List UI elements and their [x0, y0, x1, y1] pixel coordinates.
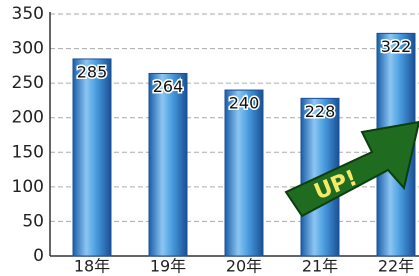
y-tick-label: 300 — [12, 39, 44, 59]
chart: 285264240228322 UP! 05010015020025030035… — [0, 0, 419, 276]
x-tick-label: 21年 — [302, 257, 338, 276]
x-tick-label: 19年 — [150, 257, 186, 276]
value-label: 285 — [77, 62, 108, 81]
bar — [149, 73, 187, 256]
value-label: 264 — [153, 77, 184, 96]
bars: 285 264 240 228 322 — [73, 33, 415, 256]
x-tick-label: 22年 — [378, 257, 414, 276]
value-label: 228 — [305, 102, 336, 121]
y-tick-label: 0 — [33, 246, 44, 266]
value-label: 322 — [381, 37, 412, 56]
value-label: 240 — [229, 94, 260, 113]
y-tick-label: 150 — [12, 142, 44, 162]
x-tick-label: 18年 — [74, 257, 110, 276]
bar — [73, 59, 111, 256]
y-tick-label: 100 — [12, 177, 44, 197]
x-tick-label: 20年 — [226, 257, 262, 276]
y-tick-label: 350 — [12, 4, 44, 24]
y-tick-label: 200 — [12, 108, 44, 128]
y-tick-label: 50 — [22, 211, 44, 231]
bar — [225, 90, 263, 256]
y-tick-label: 250 — [12, 73, 44, 93]
